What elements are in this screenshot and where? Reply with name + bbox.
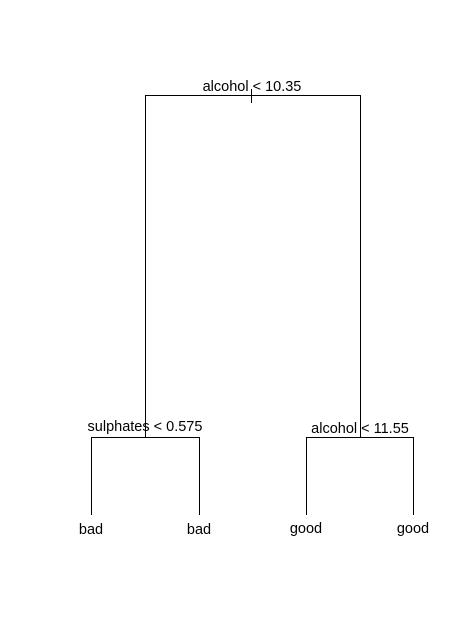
leaf-right-right: good bbox=[397, 521, 429, 537]
root-split-label: alcohol < 10.35 bbox=[203, 79, 302, 95]
leaf-right-left: good bbox=[290, 521, 322, 537]
left-branch-edges bbox=[91, 437, 200, 515]
root-split-node: alcohol < 10.35 bbox=[145, 79, 361, 438]
left-split-node: sulphates < 0.575 bbox=[88, 419, 203, 515]
root-branch-edges bbox=[145, 95, 361, 438]
right-split-label: alcohol < 11.55 bbox=[311, 421, 409, 437]
right-split-node: alcohol < 11.55 bbox=[306, 421, 414, 515]
left-split-label: sulphates < 0.575 bbox=[88, 419, 203, 435]
right-branch-edges bbox=[306, 437, 414, 515]
leaf-left-right: bad bbox=[187, 522, 211, 538]
leaf-left-left: bad bbox=[79, 522, 103, 538]
